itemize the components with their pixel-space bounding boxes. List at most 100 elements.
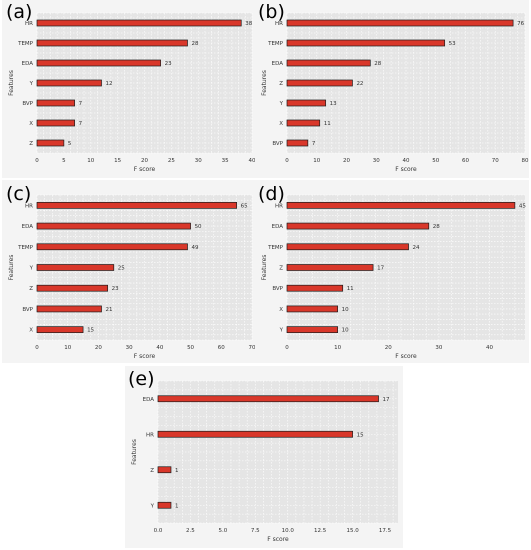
y-tick-label: BVP xyxy=(22,101,33,107)
y-tick-label: Z xyxy=(279,81,283,87)
bar-eda xyxy=(286,59,371,67)
y-tick-label: TEMP xyxy=(267,41,284,47)
x-tick-label: 40 xyxy=(156,345,163,351)
y-tick-label: HR xyxy=(275,203,283,209)
y-tick-label: Z xyxy=(279,266,283,272)
panel-label: (b) xyxy=(258,1,285,23)
bar-x xyxy=(286,119,321,127)
x-tick-label: 10 xyxy=(64,345,71,351)
value-label: 10 xyxy=(342,307,349,313)
y-tick-label: HR xyxy=(25,203,33,209)
bar-y xyxy=(157,501,172,509)
bar-hr xyxy=(36,19,242,27)
x-tick-label: 25 xyxy=(168,158,175,164)
panel-e: EDA 17 HR 15 Z 1 Y 1 0.0 2.5 5.0 7.5 10.0 12.5 15.0 17.… xyxy=(125,366,403,548)
chart-c: HR 65 EDA 50 TEMP 49 Y 25 Z 23 BVP 21 X 15 0 10 20 30 40 50… xyxy=(6,183,256,360)
y-tick-label: Z xyxy=(29,141,33,147)
x-tick-label: 40 xyxy=(486,345,493,351)
bar-z xyxy=(286,264,374,271)
x-tick-label: 20 xyxy=(141,158,148,164)
x-tick-label: 7.5 xyxy=(251,528,260,534)
value-label: 7 xyxy=(79,101,83,107)
bar-z xyxy=(36,284,108,292)
y-axis-label: Features xyxy=(131,439,138,465)
value-label: 76 xyxy=(517,21,524,27)
x-axis-label: F score xyxy=(395,353,417,360)
value-label: 45 xyxy=(519,203,526,209)
value-label: 25 xyxy=(118,266,125,272)
bar-bvp xyxy=(36,99,75,107)
value-label: 49 xyxy=(192,245,199,251)
y-axis-label: Features xyxy=(261,70,268,96)
x-tick-label: 20 xyxy=(95,345,102,351)
chart-a: HR 38 TEMP 28 EDA 23 Y 12 BVP 7 X 7 Z 5 0 5 10 15 20 25 30 35… xyxy=(6,1,256,173)
bar-hr xyxy=(36,202,237,209)
bar-hr xyxy=(286,19,514,27)
bar-z xyxy=(286,79,353,87)
x-tick-label: 30 xyxy=(126,345,133,351)
x-tick-label: 30 xyxy=(373,158,380,164)
x-tick-label: 15.0 xyxy=(346,528,359,534)
chart-d: HR 45 EDA 28 TEMP 24 Z 17 BVP 11 X 10 Y 10 0 10 20 30 40 F … xyxy=(258,183,526,360)
x-tick-label: 80 xyxy=(522,158,529,164)
y-tick-label: Z xyxy=(29,286,33,292)
x-tick-label: 5.0 xyxy=(218,528,227,534)
value-label: 15 xyxy=(87,328,94,334)
bar-eda xyxy=(36,222,191,230)
value-label: 65 xyxy=(241,203,248,209)
panel-b: HR 76 TEMP 53 EDA 28 Z 22 Y 13 X 11 BVP 7 0 10 20 30 40 50 6… xyxy=(255,0,529,178)
bar-bvp xyxy=(286,139,309,147)
bar-bvp xyxy=(36,305,102,313)
y-tick-label: Y xyxy=(279,101,284,107)
value-label: 50 xyxy=(195,224,202,230)
value-label: 1 xyxy=(175,503,179,509)
x-tick-label: 30 xyxy=(435,345,442,351)
bar-y xyxy=(36,264,115,271)
value-label: 13 xyxy=(330,101,337,107)
value-label: 10 xyxy=(342,328,349,334)
y-tick-label: X xyxy=(29,328,33,334)
bar-temp xyxy=(286,243,409,251)
y-tick-label: BVP xyxy=(272,286,283,292)
y-axis-label: Features xyxy=(8,70,15,96)
x-tick-label: 30 xyxy=(195,158,202,164)
x-tick-label: 0 xyxy=(35,345,39,351)
panel-label: (a) xyxy=(6,1,32,23)
bar-temp xyxy=(36,39,188,47)
bar-eda xyxy=(36,59,161,67)
x-tick-label: 10 xyxy=(334,345,341,351)
bar-eda xyxy=(157,395,379,403)
value-label: 12 xyxy=(106,81,113,87)
bar-x xyxy=(286,305,338,313)
value-label: 7 xyxy=(312,141,316,147)
bar-eda xyxy=(286,222,430,230)
value-label: 21 xyxy=(106,307,113,313)
y-axis-label: Features xyxy=(8,255,15,281)
bar-hr xyxy=(157,430,353,438)
value-label: 17 xyxy=(377,266,384,272)
x-tick-label: 20 xyxy=(343,158,350,164)
x-tick-label: 70 xyxy=(492,158,499,164)
bar-z xyxy=(157,466,172,474)
x-tick-label: 0 xyxy=(285,345,289,351)
panel-a: HR 38 TEMP 28 EDA 23 Y 12 BVP 7 X 7 Z 5 0 5 10 15 20 25 30 35… xyxy=(2,0,256,178)
bar-temp xyxy=(36,243,188,251)
x-tick-label: 2.5 xyxy=(186,528,195,534)
y-tick-label: HR xyxy=(146,432,154,438)
y-tick-label: Z xyxy=(150,468,154,474)
x-tick-label: 60 xyxy=(218,345,225,351)
value-label: 15 xyxy=(357,432,364,438)
value-label: 28 xyxy=(433,224,440,230)
panel-label: (d) xyxy=(258,183,285,205)
x-tick-label: 10.0 xyxy=(282,528,295,534)
y-tick-label: HR xyxy=(275,21,283,27)
y-tick-label: EDA xyxy=(272,224,284,230)
x-axis-label: F score xyxy=(134,353,156,360)
x-tick-label: 50 xyxy=(432,158,439,164)
value-label: 28 xyxy=(192,41,199,47)
y-tick-label: HR xyxy=(25,21,33,27)
panel-c: HR 65 EDA 50 TEMP 49 Y 25 Z 23 BVP 21 X 15 0 10 20 30 40 50… xyxy=(2,180,256,363)
y-tick-label: Y xyxy=(29,266,34,272)
value-label: 1 xyxy=(175,468,179,474)
